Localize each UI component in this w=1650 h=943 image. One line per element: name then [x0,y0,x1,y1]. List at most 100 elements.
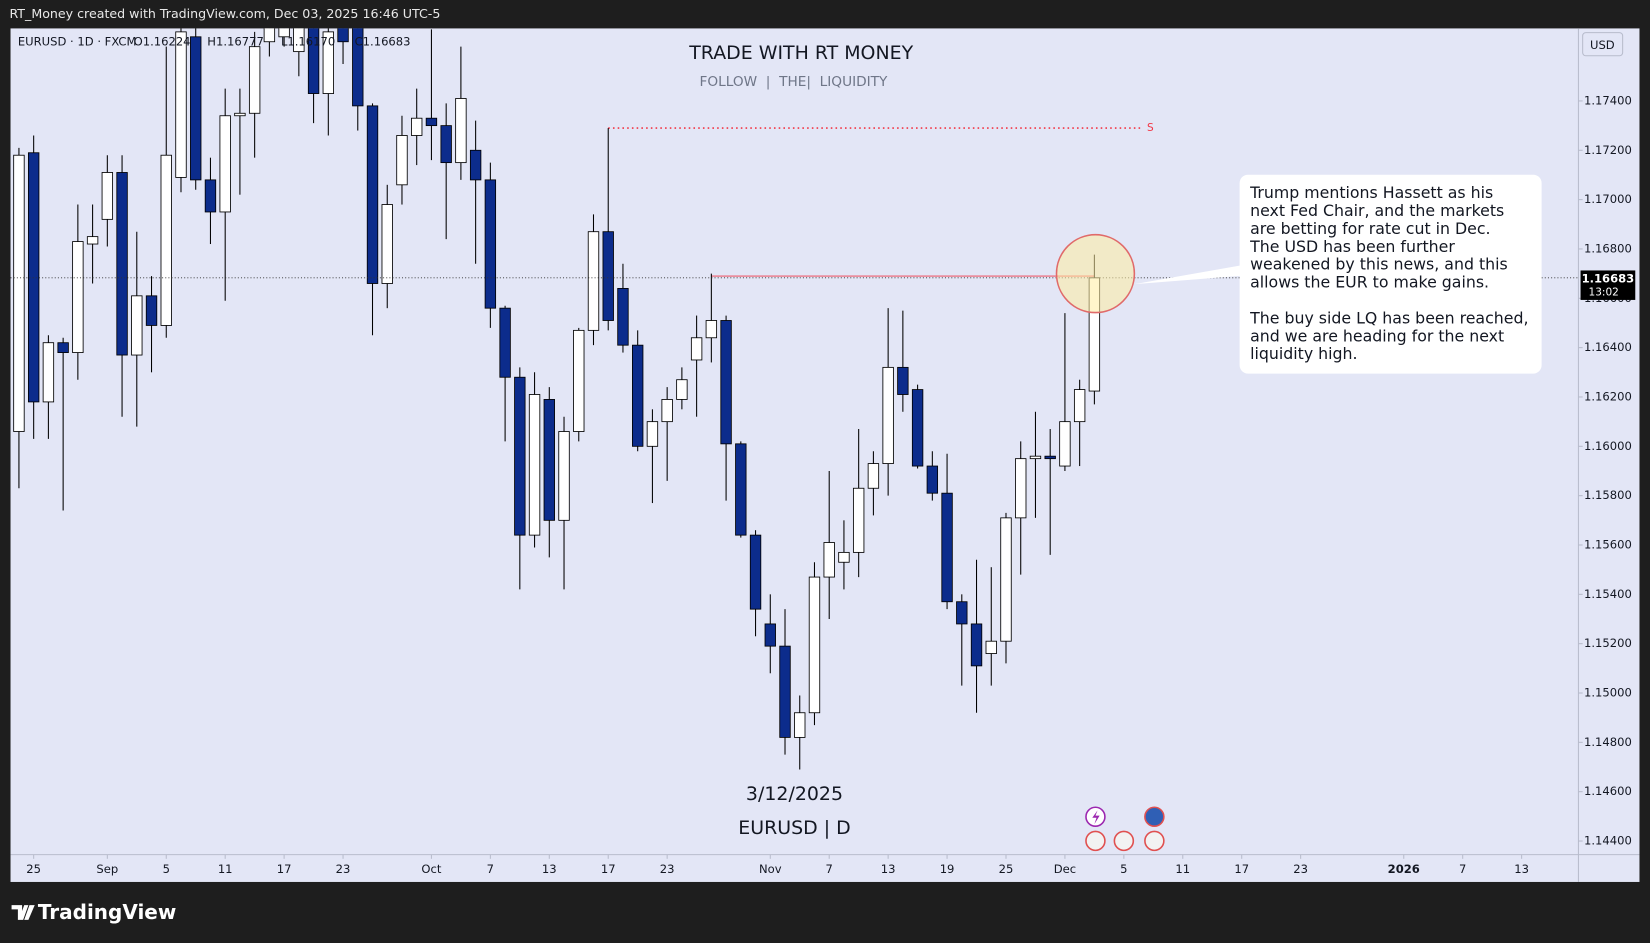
candle-body [1015,458,1027,519]
candle-body [1000,517,1012,642]
candle-body [248,46,261,114]
candle-body [543,399,555,521]
x-tick-label: Oct [421,862,441,876]
x-tick-label: 17 [277,862,292,876]
candle-body [735,443,747,536]
candle-body [602,231,614,321]
ohlc-label: O1.16224 [134,35,191,49]
candle-body [145,295,158,326]
event-icon[interactable] [1113,830,1135,852]
candle-body [278,28,290,38]
x-tick-label: 13 [542,862,557,876]
candle-body [1044,455,1056,460]
annotation-line: Trump mentions Hassett as his [1249,183,1493,202]
x-tick-label: 23 [660,862,675,876]
y-tick-label: 1.16000 [1584,439,1632,453]
plot [10,28,1579,770]
x-tick-label: 5 [163,862,170,876]
x-tick-label: 11 [218,862,233,876]
candle-body [970,623,983,667]
candle-body [116,172,128,356]
banner: RT_Money created with TradingView.com, D… [9,6,440,21]
currency[interactable]: USD [1590,38,1615,52]
x-tick-label: 7 [1459,862,1466,876]
candle-body [779,645,791,738]
candle-body [632,344,644,447]
x-tick-label: 7 [487,862,494,876]
annotation-line: The USD has been further [1249,237,1455,256]
y-tick-label: 1.15800 [1584,488,1632,502]
y-tick-label: 1.16400 [1584,340,1632,354]
event-icons [1085,806,1165,852]
candle-body [690,337,703,361]
candle-body [808,576,821,714]
x-tick-label: Sep [96,862,118,876]
candle-body [42,342,55,403]
candle-body [131,295,143,356]
ohlc-label: L1.16170 [281,35,335,49]
candle-body [617,288,629,346]
candle-body [322,31,334,94]
ohlc-label: C1.16683 [355,35,411,49]
candle-body [307,28,320,94]
currency-box[interactable] [1582,32,1624,57]
candle-body [897,366,909,395]
event-icon[interactable] [1085,830,1106,852]
x-tick-label: 13 [881,862,896,876]
candle-body [646,421,659,447]
candle-body [72,241,84,353]
price-label: 1.16683 [1582,271,1635,285]
candle-body [425,117,438,127]
candle-body [985,640,997,654]
candle-body [337,28,349,43]
candle-body [396,135,408,186]
candle-body [411,117,423,136]
y-tick-label: 1.17400 [1584,93,1632,107]
candle-body [558,431,570,521]
candle-body [219,115,231,213]
level-label: S [1147,122,1154,134]
candle-body [352,28,364,107]
x-tick-label: 23 [1293,862,1308,876]
x-tick-label: 25 [999,862,1014,876]
candle-body [13,154,25,432]
lightning [1092,810,1100,825]
candle-body [27,152,40,403]
candle-body [234,112,246,117]
logo-mark [11,905,35,920]
x-tick-label: 17 [1234,862,1249,876]
candle-body [956,601,968,625]
event-icon[interactable] [1144,830,1165,852]
candle-body [926,465,939,494]
countdown: 13:02 [1589,287,1619,299]
candle-body [366,105,379,284]
candle-body [705,320,718,339]
candle-body [794,712,806,738]
annotation-line: are betting for rate cut in Dec. [1250,219,1490,238]
candle-body [764,623,776,647]
x-tick-label: Nov [759,862,782,876]
candle-body [823,542,835,578]
y-tick-label: 1.15200 [1584,636,1632,650]
annotation-line: and we are heading for the next [1250,326,1504,345]
candle-body [469,149,482,181]
y-tick-label: 1.17200 [1584,143,1632,157]
x-tick-label: Dec [1054,862,1076,876]
annotation-line: weakened by this news, and this [1250,255,1508,274]
candle-body [1029,455,1042,460]
symbol: EURUSD · 1D · FXCM [18,35,137,49]
y-tick-label: 1.14600 [1584,784,1632,798]
event-icon[interactable] [1144,806,1165,827]
brand-logo: TradingView [11,900,176,924]
x-tick-label: 7 [826,862,833,876]
callout-box [1239,174,1542,374]
candle-body [499,307,511,378]
annotation-line: next Fed Chair, and the markets [1250,201,1504,220]
candle-body [573,329,585,432]
candle-body [440,125,452,164]
candle-body [749,534,762,610]
x-tick-label: 2026 [1388,862,1420,876]
candle-body [911,389,924,467]
price-label-box [1580,270,1636,300]
y-tick-label: 1.14800 [1584,735,1632,749]
